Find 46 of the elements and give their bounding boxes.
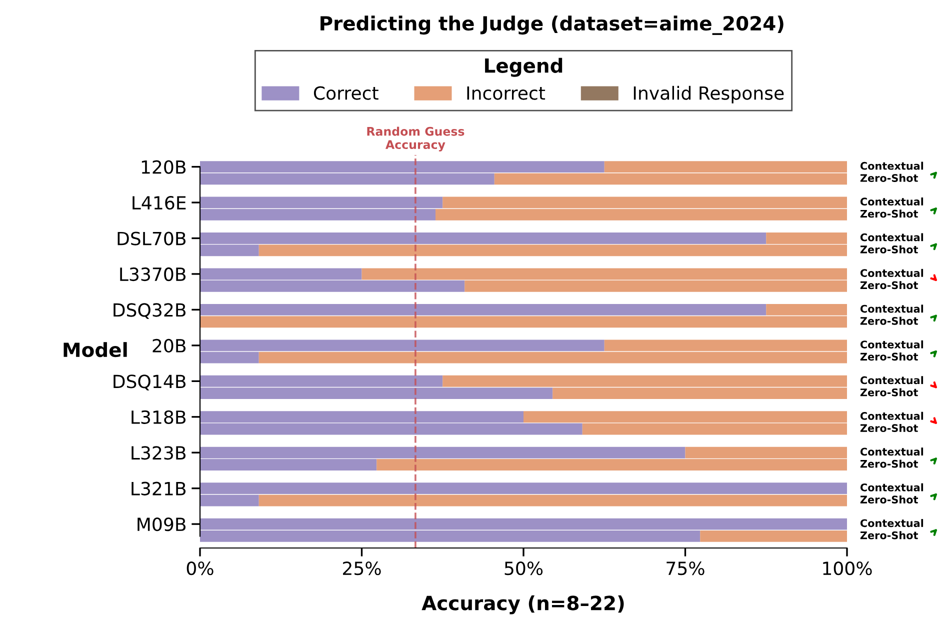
- y-axis-title: Model: [64, 342, 127, 358]
- text: Zero-Shot: [860, 388, 918, 396]
- y-tick-label: M09B: [138, 518, 186, 532]
- text: Zero-Shot: [860, 281, 918, 290]
- text: Contextual: [860, 162, 924, 170]
- y-tick-label: L3370B: [120, 267, 186, 282]
- x-tick-label: 50%: [504, 562, 543, 576]
- text: Zero-Shot: [860, 531, 918, 540]
- x-axis-title: Accuracy (n=8–22): [422, 595, 624, 614]
- text: Contextual: [860, 268, 924, 277]
- legend-label: Incorrect: [467, 86, 546, 100]
- x-tick-label: 0%: [186, 562, 214, 576]
- text: Contextual: [860, 448, 924, 456]
- text: Contextual: [860, 233, 924, 242]
- x-tick-label: 25%: [343, 562, 381, 576]
- text: Zero-Shot: [860, 424, 918, 432]
- y-tick-label: DSQ14B: [114, 374, 186, 390]
- text: Zero-Shot: [860, 352, 918, 361]
- text: Zero-Shot: [860, 495, 918, 504]
- legend-label: Correct: [314, 86, 378, 100]
- text: Zero-Shot: [860, 174, 918, 182]
- text: Zero-Shot: [860, 245, 918, 254]
- y-tick-label: L416E: [132, 196, 186, 210]
- text: Contextual: [860, 483, 924, 492]
- y-tick-label: 120B: [142, 160, 186, 174]
- y-tick-label: L318B: [132, 410, 186, 424]
- legend-label: Invalid Response: [634, 86, 784, 104]
- text: Zero-Shot: [860, 316, 918, 325]
- y-tick-label: 20B: [152, 338, 186, 353]
- chart-title: Predicting the Judge (dataset=aime_2024): [320, 16, 784, 35]
- y-tick-label: DSQ32B: [114, 303, 186, 319]
- text: Contextual: [860, 519, 924, 528]
- x-tick-label: 75%: [666, 562, 704, 576]
- y-tick-label: L323B: [132, 446, 186, 460]
- text: Contextual: [860, 304, 924, 313]
- legend-title: Legend: [485, 58, 562, 77]
- text: Zero-Shot: [860, 210, 918, 218]
- text: Zero-Shot: [860, 460, 918, 468]
- text: Contextual: [860, 412, 924, 420]
- ref-line-label: Random Guess Accuracy: [367, 126, 464, 152]
- text: Contextual: [860, 340, 924, 348]
- text: Contextual: [860, 197, 924, 206]
- text: Contextual: [860, 376, 924, 384]
- y-tick-label: DSL70B: [118, 232, 186, 246]
- x-tick-label: 100%: [823, 562, 872, 576]
- y-tick-label: L321B: [132, 482, 186, 496]
